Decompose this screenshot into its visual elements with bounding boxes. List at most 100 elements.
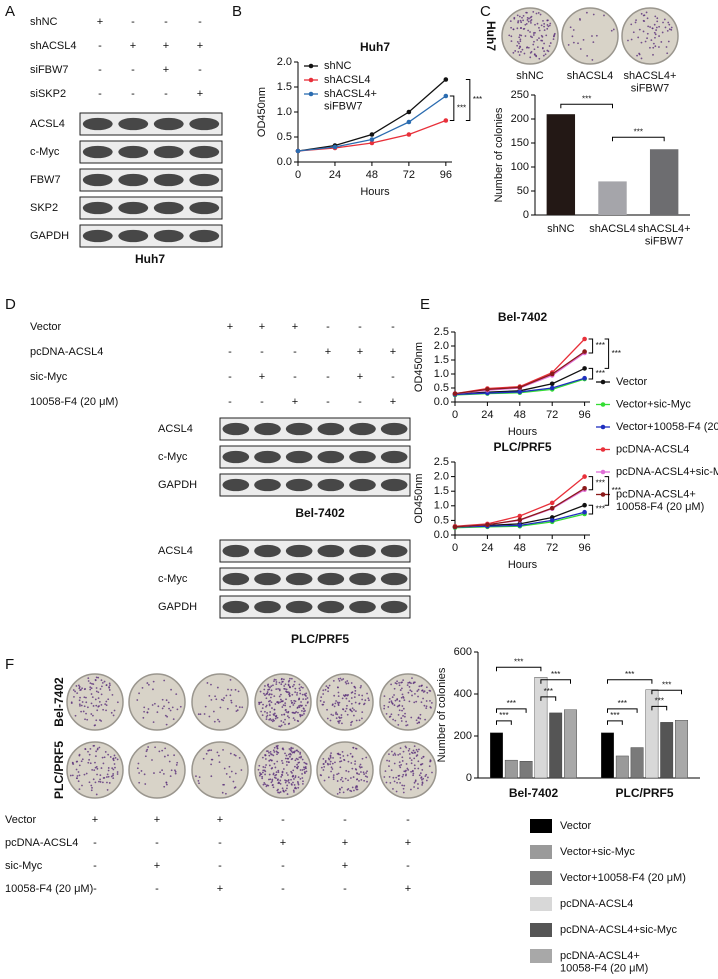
colony <box>383 707 386 710</box>
colony <box>350 762 353 764</box>
blot-band <box>222 572 250 586</box>
colony <box>270 719 273 722</box>
colony <box>540 24 543 27</box>
colony <box>638 28 641 31</box>
colony <box>293 750 296 753</box>
colony <box>327 690 330 693</box>
colony <box>292 774 294 777</box>
colony <box>112 777 115 780</box>
condition-mark: - <box>391 371 395 383</box>
colony <box>106 773 109 776</box>
colony <box>264 710 266 713</box>
colony <box>138 772 141 774</box>
colony <box>276 747 279 750</box>
colony <box>262 783 265 786</box>
colony <box>99 774 102 777</box>
colony <box>154 746 157 749</box>
condition-mark: - <box>358 396 362 408</box>
colony <box>398 681 400 684</box>
significance-bracket <box>496 666 542 672</box>
colony <box>397 775 400 777</box>
colony <box>81 687 84 690</box>
colony <box>81 784 83 787</box>
colony <box>297 720 300 723</box>
condition-mark: + <box>292 396 298 408</box>
colony <box>198 776 201 778</box>
colony <box>69 774 72 777</box>
colony <box>393 704 396 707</box>
colony <box>100 703 103 706</box>
condition-mark: - <box>228 346 232 358</box>
colony <box>420 777 423 779</box>
colony <box>395 790 398 793</box>
colony <box>428 689 431 692</box>
data-point <box>549 500 555 506</box>
colony <box>94 755 97 758</box>
colony <box>349 752 352 755</box>
colony <box>268 759 271 762</box>
colony <box>401 775 404 778</box>
colony <box>340 786 343 789</box>
significance-bracket <box>540 696 557 701</box>
data-point <box>582 366 587 371</box>
colony <box>342 791 345 794</box>
colony <box>354 689 357 692</box>
colony <box>303 712 305 715</box>
colony <box>238 706 241 709</box>
condition-mark: - <box>164 88 168 100</box>
colony <box>392 754 395 756</box>
colony <box>635 19 637 22</box>
colony <box>114 756 117 759</box>
colony <box>210 758 213 761</box>
legend-label: Vector+10058-F4 (20 μM) <box>560 872 686 884</box>
colony <box>532 11 535 13</box>
colony <box>346 713 349 716</box>
colony <box>304 698 307 701</box>
colony <box>516 40 519 43</box>
data-point <box>517 389 523 395</box>
colony <box>301 758 304 761</box>
colony <box>166 715 169 718</box>
x-tick-label: 72 <box>546 542 558 554</box>
colony <box>510 40 513 43</box>
colony <box>546 27 549 30</box>
colony <box>390 713 393 716</box>
colony <box>333 705 336 708</box>
colony <box>398 700 401 702</box>
data-point <box>517 513 523 519</box>
colony <box>282 704 285 706</box>
condition-mark: - <box>164 16 168 28</box>
colony <box>331 762 334 765</box>
colony <box>100 693 103 696</box>
colony <box>258 703 261 706</box>
significance-label: *** <box>655 696 664 705</box>
colony <box>512 28 515 31</box>
colony <box>77 780 80 783</box>
blot-band <box>380 600 408 614</box>
colony <box>112 773 115 775</box>
condition-label: pcDNA-ACSL4 <box>30 346 103 358</box>
colony <box>354 760 357 763</box>
condition-mark: + <box>405 883 411 895</box>
significance-label: *** <box>662 680 671 689</box>
colony <box>518 15 521 18</box>
legend-label: shACSL4+ siFBW7 <box>324 88 377 113</box>
colony <box>77 684 80 687</box>
colony <box>91 696 94 699</box>
colony <box>284 688 287 690</box>
colony <box>654 45 657 48</box>
colony <box>99 778 102 781</box>
colony <box>270 693 273 696</box>
colony <box>528 17 530 20</box>
y-tick-label: 2.0 <box>434 340 449 352</box>
colony <box>385 712 388 715</box>
colony <box>284 718 286 721</box>
colony <box>291 685 294 688</box>
colony <box>417 695 419 698</box>
colony <box>409 689 412 692</box>
colony <box>288 694 291 697</box>
band-label: ACSL4 <box>30 118 65 130</box>
colony <box>297 765 299 768</box>
colony <box>388 716 391 718</box>
colony <box>644 40 647 43</box>
